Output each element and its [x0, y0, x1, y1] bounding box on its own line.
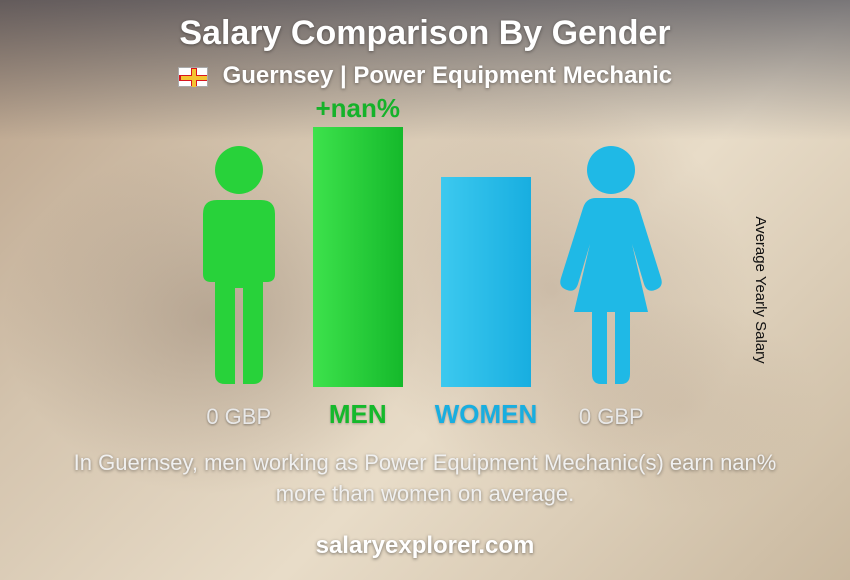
- separator: |: [333, 62, 353, 89]
- location-text: Guernsey: [223, 62, 334, 89]
- man-icon: [179, 142, 299, 392]
- men-bar-column: +nan% MEN: [313, 127, 403, 430]
- women-icon-column: 0 GBP: [551, 142, 671, 430]
- footer-source: salaryexplorer.com: [0, 532, 850, 560]
- men-bar: +nan%: [313, 127, 403, 387]
- bar-chart: 0 GBP +nan% MEN WOMEN 0 GBP: [0, 110, 850, 430]
- women-label: WOMEN: [435, 399, 538, 430]
- percent-difference-label: +nan%: [315, 93, 400, 124]
- page-title: Salary Comparison By Gender: [0, 14, 850, 53]
- woman-icon: [551, 142, 671, 392]
- men-icon-column: 0 GBP: [179, 142, 299, 430]
- guernsey-flag-icon: [178, 67, 208, 87]
- women-value: 0 GBP: [579, 404, 644, 430]
- men-value: 0 GBP: [206, 404, 271, 430]
- role-text: Power Equipment Mechanic: [353, 62, 672, 89]
- infographic-container: Salary Comparison By Gender Guernsey | P…: [0, 0, 850, 580]
- subtitle: Guernsey | Power Equipment Mechanic: [0, 62, 850, 90]
- women-bar: [441, 177, 531, 387]
- caption-text: In Guernsey, men working as Power Equipm…: [50, 448, 800, 510]
- women-group: WOMEN 0 GBP: [435, 142, 672, 430]
- women-bar-column: WOMEN: [435, 177, 538, 430]
- men-label: MEN: [329, 399, 387, 430]
- men-group: 0 GBP +nan% MEN: [179, 127, 403, 430]
